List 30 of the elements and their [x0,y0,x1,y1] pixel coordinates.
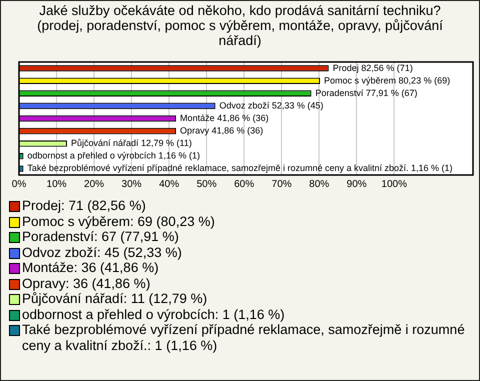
category-label: Poradenství 77,91 % (67) [315,88,418,98]
category-label: Pomoc s výběrem 80,23 % (69) [324,75,450,86]
category-label: Montáže 41,86 % (36) [180,112,269,123]
category-label: odbornost a přehled o výrobcích 1,16 % (1) [27,150,200,161]
text: Také bezproblémové vyřízení případné reklamace, samozřejmě i rozumné ceny a kvalitní zboží.: 1 (1,16 %) [22,322,466,353]
category-label: Prodej 82,56 % (71) [332,62,413,73]
x-tick-label: 20% [84,178,104,190]
x-tick-label: 90% [346,178,367,190]
x-tick-label: 50% [196,178,217,190]
category-label: Také bezproblémové vyřízení případné reklamace, samozřejmě i rozumné ceny a kvalitní zboží. 1,16 % (1) [27,163,453,174]
text: Montáže: 36 (41,86 %) [22,260,159,276]
category-label: Půjčování nářadí 12,79 % (11) [70,138,192,148]
text: odbornost a přehled o výrobcích: 1 (1,16 %) [22,306,285,322]
x-tick-label: 70% [272,178,292,190]
text: Poradenství: 67 (77,91 %) [22,229,179,244]
x-tick-label: 40% [159,178,180,190]
chart-title: Jaké služby očekáváte od někoho, kdo prodává sanitární techniku? (prodej, poradenství, pomoc s výběrem, montáže, opravy, půjčování nářadí) [36,3,444,48]
category-label: Odvoz zboží 52,33 % (45) [219,100,324,110]
text: Pomoc s výběrem: 69 (80,23 %) [22,214,215,229]
x-tick-label: 30% [122,178,142,190]
x-tick-label: 10% [46,178,67,190]
category-label: Opravy 41,86 % (36) [180,126,264,136]
x-tick-label: 60% [234,178,254,190]
text: Půjčování nářadí: 11 (12,79 %) [22,291,208,306]
x-tick-label: 80% [309,178,330,190]
text: Prodej: 71 (82,56 %) [22,198,146,214]
text: Odvoz zboží: 45 (52,33 %) [22,244,182,260]
x-tick-label: 100% [381,178,408,190]
text: Opravy: 36 (41,86 %) [22,276,150,291]
x-tick-label: 0% [12,178,26,190]
